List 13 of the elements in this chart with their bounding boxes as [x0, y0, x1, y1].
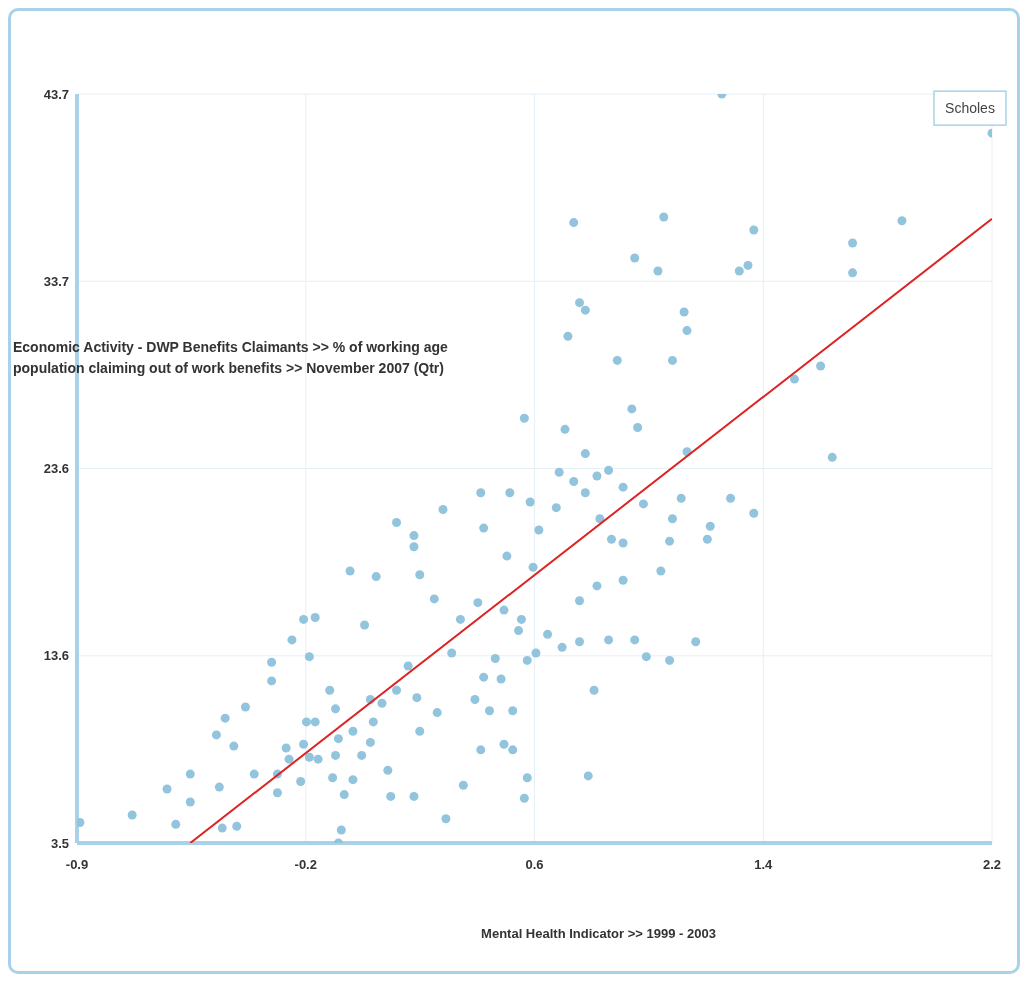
x-tick-label: -0.9: [65, 857, 89, 872]
y-tick-label: 23.6: [43, 461, 69, 477]
x-tick-label: 0.6: [525, 857, 544, 872]
y-tick-label: 43.7: [43, 86, 69, 102]
y-axis-title: Economic Activity - DWP Benefits Claimants >> % of working age population claiming out of work benefits >> November 2007 (Qtr): [13, 338, 449, 378]
y-tick-label: 33.7: [43, 273, 69, 289]
y-tick-label: 3.5: [50, 835, 69, 851]
y-tick-label: 13.6: [43, 648, 69, 664]
x-tick-label: -0.2: [294, 857, 317, 872]
x-tick-label: 1.4: [754, 857, 774, 872]
x-axis-title: Mental Health Indicator >> 1999 - 2003: [481, 926, 716, 941]
annotation: Scholes: [945, 100, 995, 117]
x-tick-label: 2.2: [982, 857, 1002, 872]
